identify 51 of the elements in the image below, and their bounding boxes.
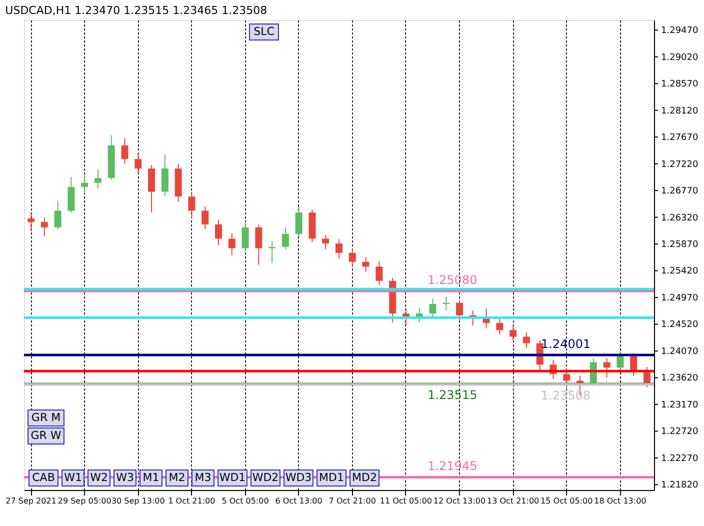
ref-line-label: 1.23508	[540, 388, 591, 402]
x-tick-label: 5 Oct 05:00	[222, 496, 269, 506]
annotation: GR M	[31, 411, 61, 424]
y-tick-label: 1.29470	[661, 26, 698, 36]
x-tick-label: 29 Sep 05:00	[58, 496, 112, 506]
x-tick-label: 12 Oct 13:00	[433, 496, 486, 506]
annotation: MD2	[352, 471, 377, 484]
annotation: MD1	[319, 471, 344, 484]
y-tick-label: 1.24520	[661, 320, 698, 330]
y-tick-label: 1.27670	[661, 133, 698, 144]
x-tick-label: 18 Oct 13:00	[594, 496, 646, 506]
x-tick-label: 30 Sep 13:00	[111, 496, 165, 506]
annotation: M2	[168, 471, 186, 484]
annotation: M1	[142, 471, 160, 484]
y-tick-label: 1.29020	[661, 52, 698, 63]
x-tick-label: 7 Oct 21:00	[328, 496, 376, 506]
annotation: WD3	[285, 471, 312, 484]
y-tick-label: 1.28120	[661, 106, 698, 116]
x-tick-label: 6 Oct 13:00	[275, 496, 322, 506]
y-tick-label: 1.23620	[661, 374, 698, 384]
y-tick-label: 1.27220	[661, 160, 698, 170]
annotation: M3	[194, 471, 212, 484]
annotation: W1	[64, 471, 82, 484]
annotation: WD1	[219, 471, 246, 484]
y-tick-label: 1.24970	[661, 293, 698, 304]
annotation: W2	[90, 471, 108, 484]
annotation: SLC	[254, 25, 275, 38]
y-tick-label: 1.22720	[661, 427, 698, 438]
y-tick-label: 1.21820	[661, 480, 698, 491]
y-tick-label: 1.25420	[661, 266, 698, 277]
y-tick-label: 1.26770	[661, 186, 698, 197]
x-tick-label: 27 Sep 2021	[6, 496, 56, 506]
annotation: CAB	[32, 471, 55, 484]
annotation: WD2	[252, 471, 279, 484]
x-tick-label: 13 Oct 21:00	[486, 496, 540, 506]
annotation: GR W	[30, 429, 62, 442]
ref-line-label: 1.21945	[428, 459, 478, 474]
y-tick-label: 1.28570	[661, 80, 698, 90]
y-tick-label: 1.26320	[661, 213, 698, 224]
x-tick-label: 11 Oct 05:00	[380, 496, 432, 506]
ref-line-label: 1.23515	[428, 388, 478, 402]
y-tick-label: 1.23170	[661, 400, 698, 410]
x-tick-label: 1 Oct 21:00	[168, 496, 216, 506]
chart-title: USDCAD,H1 1.23470 1.23515 1.23465 1.23508	[5, 4, 268, 17]
y-tick-label: 1.25870	[661, 240, 698, 250]
annotation: W3	[116, 471, 134, 484]
y-tick-label: 1.22270	[661, 454, 698, 464]
ref-line-label: 1.25080	[428, 272, 478, 287]
ref-line-label: 1.24001	[540, 337, 591, 352]
x-tick-label: 15 Oct 05:00	[540, 496, 593, 506]
y-tick-label: 1.24070	[661, 346, 698, 357]
